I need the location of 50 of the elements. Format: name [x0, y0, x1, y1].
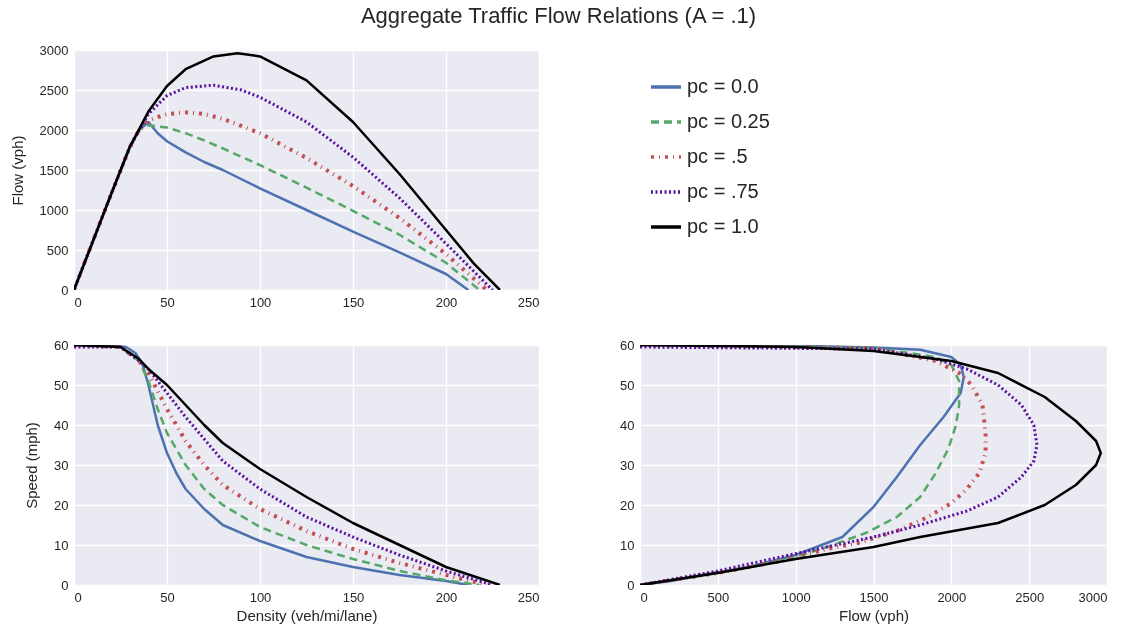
x-tick-label: 150	[342, 589, 365, 605]
x-axis-title: Flow (vph)	[838, 606, 910, 624]
x-tick-label: 250	[517, 589, 540, 605]
x-tick-label: 1500	[859, 589, 889, 605]
y-tick-label: 1000	[39, 202, 69, 218]
y-tick-label: 2000	[39, 122, 69, 138]
y-tick-label: 50	[620, 377, 635, 393]
y-tick-label: 30	[620, 457, 635, 473]
legend-label: pc = .5	[687, 145, 748, 167]
y-tick-label: 3000	[39, 42, 69, 58]
x-tick-label: 150	[342, 294, 365, 310]
x-tick-label: 200	[435, 589, 458, 605]
y-tick-label: 30	[54, 457, 69, 473]
y-axis-title: Speed (mph)	[23, 422, 41, 509]
legend-label: pc = 0.0	[687, 75, 759, 97]
y-tick-label: 40	[54, 417, 69, 433]
x-tick-label: 50	[160, 294, 175, 310]
y-tick-label: 10	[620, 537, 635, 553]
x-tick-label: 0	[640, 589, 648, 605]
x-tick-label: 100	[249, 589, 272, 605]
y-tick-label: 60	[54, 337, 69, 353]
y-axis-title: Flow (vph)	[8, 135, 26, 206]
y-tick-label: 60	[620, 337, 635, 353]
x-tick-label: 1000	[781, 589, 811, 605]
y-tick-label: 50	[54, 377, 69, 393]
legend-label: pc = 0.25	[687, 110, 770, 132]
x-tick-label: 250	[517, 294, 540, 310]
x-tick-label: 0	[74, 294, 82, 310]
y-tick-label: 1500	[39, 162, 69, 178]
y-tick-label: 40	[620, 417, 635, 433]
y-tick-label: 0	[61, 577, 69, 593]
legend-label: pc = 1.0	[687, 215, 759, 237]
legend-label: pc = .75	[687, 180, 759, 202]
x-tick-label: 2000	[937, 589, 967, 605]
y-tick-label: 20	[54, 497, 69, 513]
y-tick-label: 0	[627, 577, 635, 593]
x-tick-label: 50	[160, 589, 175, 605]
x-tick-label: 0	[74, 589, 82, 605]
y-tick-label: 0	[61, 282, 69, 298]
y-tick-label: 2500	[39, 82, 69, 98]
y-tick-label: 500	[46, 242, 69, 258]
y-tick-label: 20	[620, 497, 635, 513]
x-tick-label: 3000	[1078, 589, 1108, 605]
x-tick-label: 2500	[1015, 589, 1045, 605]
chart-title: Aggregate Traffic Flow Relations (A = .1)	[360, 3, 757, 28]
x-tick-label: 100	[249, 294, 272, 310]
x-tick-label: 500	[707, 589, 730, 605]
x-tick-label: 200	[435, 294, 458, 310]
x-axis-title: Density (veh/mi/lane)	[236, 606, 378, 624]
y-tick-label: 10	[54, 537, 69, 553]
